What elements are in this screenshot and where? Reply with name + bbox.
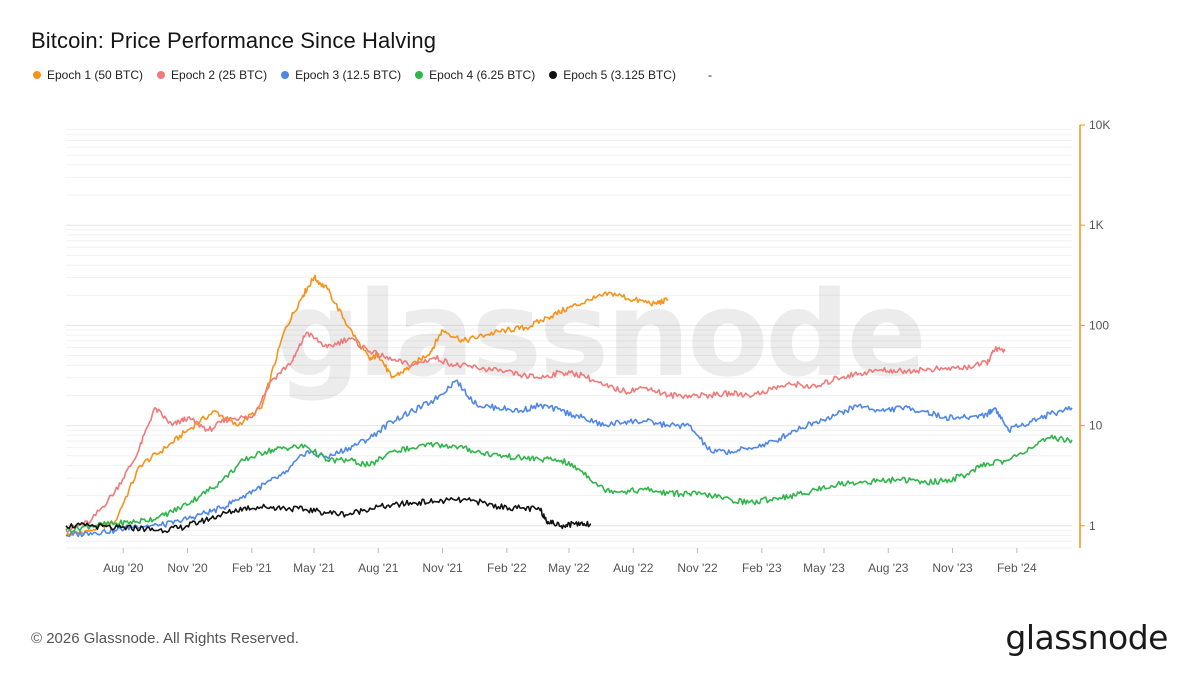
series-lines xyxy=(65,274,1073,538)
x-tick-label: Aug '20 xyxy=(103,561,144,575)
x-tick-label: Nov '20 xyxy=(167,561,208,575)
legend-item-epoch-4[interactable]: Epoch 4 (6.25 BTC) xyxy=(415,68,535,82)
legend-label-epoch-2: Epoch 2 (25 BTC) xyxy=(171,68,268,82)
legend-item-epoch-1[interactable]: Epoch 1 (50 BTC) xyxy=(33,68,143,82)
x-tick-label: Feb '23 xyxy=(742,561,782,575)
y-tick-label: 100 xyxy=(1089,318,1109,332)
legend-dot-epoch-5 xyxy=(549,71,558,79)
x-tick-label: May '21 xyxy=(293,561,335,575)
legend-label-epoch-5: Epoch 5 (3.125 BTC) xyxy=(563,68,676,82)
legend-dot-epoch-2 xyxy=(157,71,166,79)
x-tick-label: May '22 xyxy=(548,561,590,575)
x-tick-label: Nov '22 xyxy=(677,561,718,575)
legend-label-epoch-4: Epoch 4 (6.25 BTC) xyxy=(429,68,536,82)
watermark-text: glassnode xyxy=(276,265,924,403)
x-tick-label: Aug '23 xyxy=(868,561,909,575)
x-tick-label: May '23 xyxy=(803,561,845,575)
legend-item-epoch-3[interactable]: Epoch 3 (12.5 BTC) xyxy=(281,68,401,82)
legend-label-epoch-3: Epoch 3 (12.5 BTC) xyxy=(295,68,402,82)
legend-item-epoch-2[interactable]: Epoch 2 (25 BTC) xyxy=(157,68,267,82)
series-line-epoch-3 xyxy=(65,379,1073,538)
x-tick-label: Nov '21 xyxy=(422,561,463,575)
copyright-footer: © 2026 Glassnode. All Rights Reserved. xyxy=(31,630,299,647)
axes: 1 10 100 1K 10K Aug '20 Nov '20 Feb '21 May '21 A… xyxy=(103,118,1110,575)
legend-extra: - xyxy=(707,68,712,82)
series-line-epoch-4 xyxy=(65,434,1073,534)
series-line-epoch-5 xyxy=(65,496,592,534)
chart-legend: Epoch 1 (50 BTC) Epoch 2 (25 BTC) Epoch … xyxy=(33,68,712,82)
y-tick-label: 10K xyxy=(1089,118,1110,132)
chart-title: Bitcoin: Price Performance Since Halving xyxy=(31,28,437,53)
y-tick-label: 1K xyxy=(1089,218,1104,232)
x-tick-label: Feb '24 xyxy=(997,561,1037,575)
legend-dot-epoch-1 xyxy=(33,71,41,79)
y-tick-label: 1 xyxy=(1089,519,1096,533)
x-tick-label: Aug '22 xyxy=(613,561,654,575)
x-tick-label: Feb '22 xyxy=(487,561,527,575)
x-tick-label: Aug '21 xyxy=(358,561,399,575)
glassnode-logo: glassnode xyxy=(1005,618,1168,657)
legend-dot-epoch-4 xyxy=(415,71,424,79)
legend-dot-epoch-3 xyxy=(281,71,290,79)
series-line-epoch-2 xyxy=(65,331,1006,534)
legend-item-epoch-5[interactable]: Epoch 5 (3.125 BTC) xyxy=(549,68,676,82)
x-tick-label: Feb '21 xyxy=(232,561,272,575)
y-tick-label: 10 xyxy=(1089,419,1103,433)
legend-label-epoch-1: Epoch 1 (50 BTC) xyxy=(47,68,144,82)
x-tick-label: Nov '23 xyxy=(932,561,973,575)
series-line-epoch-1 xyxy=(65,274,669,537)
